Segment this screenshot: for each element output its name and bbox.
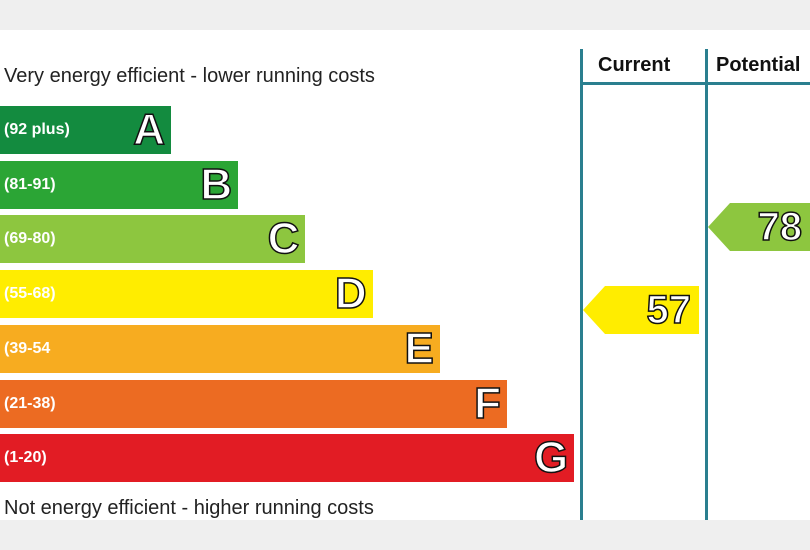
band-range-label: (1-20) xyxy=(4,449,47,467)
current-column-right-border xyxy=(705,49,708,520)
band-letter: E xyxy=(404,323,435,374)
band-letter: A xyxy=(132,105,165,155)
band-range-label: (39-54 xyxy=(4,339,51,357)
arrow-polygon xyxy=(583,286,699,334)
header-divider xyxy=(580,82,810,85)
current-column-left-border xyxy=(580,49,583,520)
band-g: (1-20) G xyxy=(0,433,575,483)
epc-chart: Very energy efficient - lower running co… xyxy=(0,30,810,520)
band-d: (55-68) D xyxy=(0,269,373,319)
band-letter: B xyxy=(200,159,233,209)
current-rating-value: 57 xyxy=(646,287,692,333)
band-range-label: (92 plus) xyxy=(4,121,70,138)
band-letter: F xyxy=(473,378,501,428)
arrow-polygon xyxy=(708,203,810,251)
band-letter: G xyxy=(533,433,569,483)
band-letter: D xyxy=(334,269,367,319)
band-range-label: (21-38) xyxy=(4,394,56,412)
band-c: (69-80) C xyxy=(0,214,306,264)
potential-rating-arrow: 78 xyxy=(708,203,810,251)
band-e: (39-54 E xyxy=(0,323,440,374)
band-b: (81-91) B xyxy=(0,159,239,209)
band-range-label: (69-80) xyxy=(4,230,56,248)
top-caption: Very energy efficient - lower running co… xyxy=(4,65,375,87)
band-f: (21-38) F xyxy=(0,378,507,428)
current-rating-arrow: 57 xyxy=(583,286,699,334)
arrow-shape xyxy=(708,203,810,251)
band-letter: C xyxy=(267,214,300,264)
band-range-label: (55-68) xyxy=(4,285,56,303)
current-column-header: Current xyxy=(598,54,671,76)
band-a: (92 plus) A xyxy=(0,105,171,155)
bottom-caption: Not energy efficient - higher running co… xyxy=(4,497,374,519)
potential-column-header: Potential xyxy=(716,54,801,76)
potential-rating-value: 78 xyxy=(757,204,803,250)
band-range-label: (81-91) xyxy=(4,175,56,193)
arrow-shape xyxy=(583,286,699,334)
